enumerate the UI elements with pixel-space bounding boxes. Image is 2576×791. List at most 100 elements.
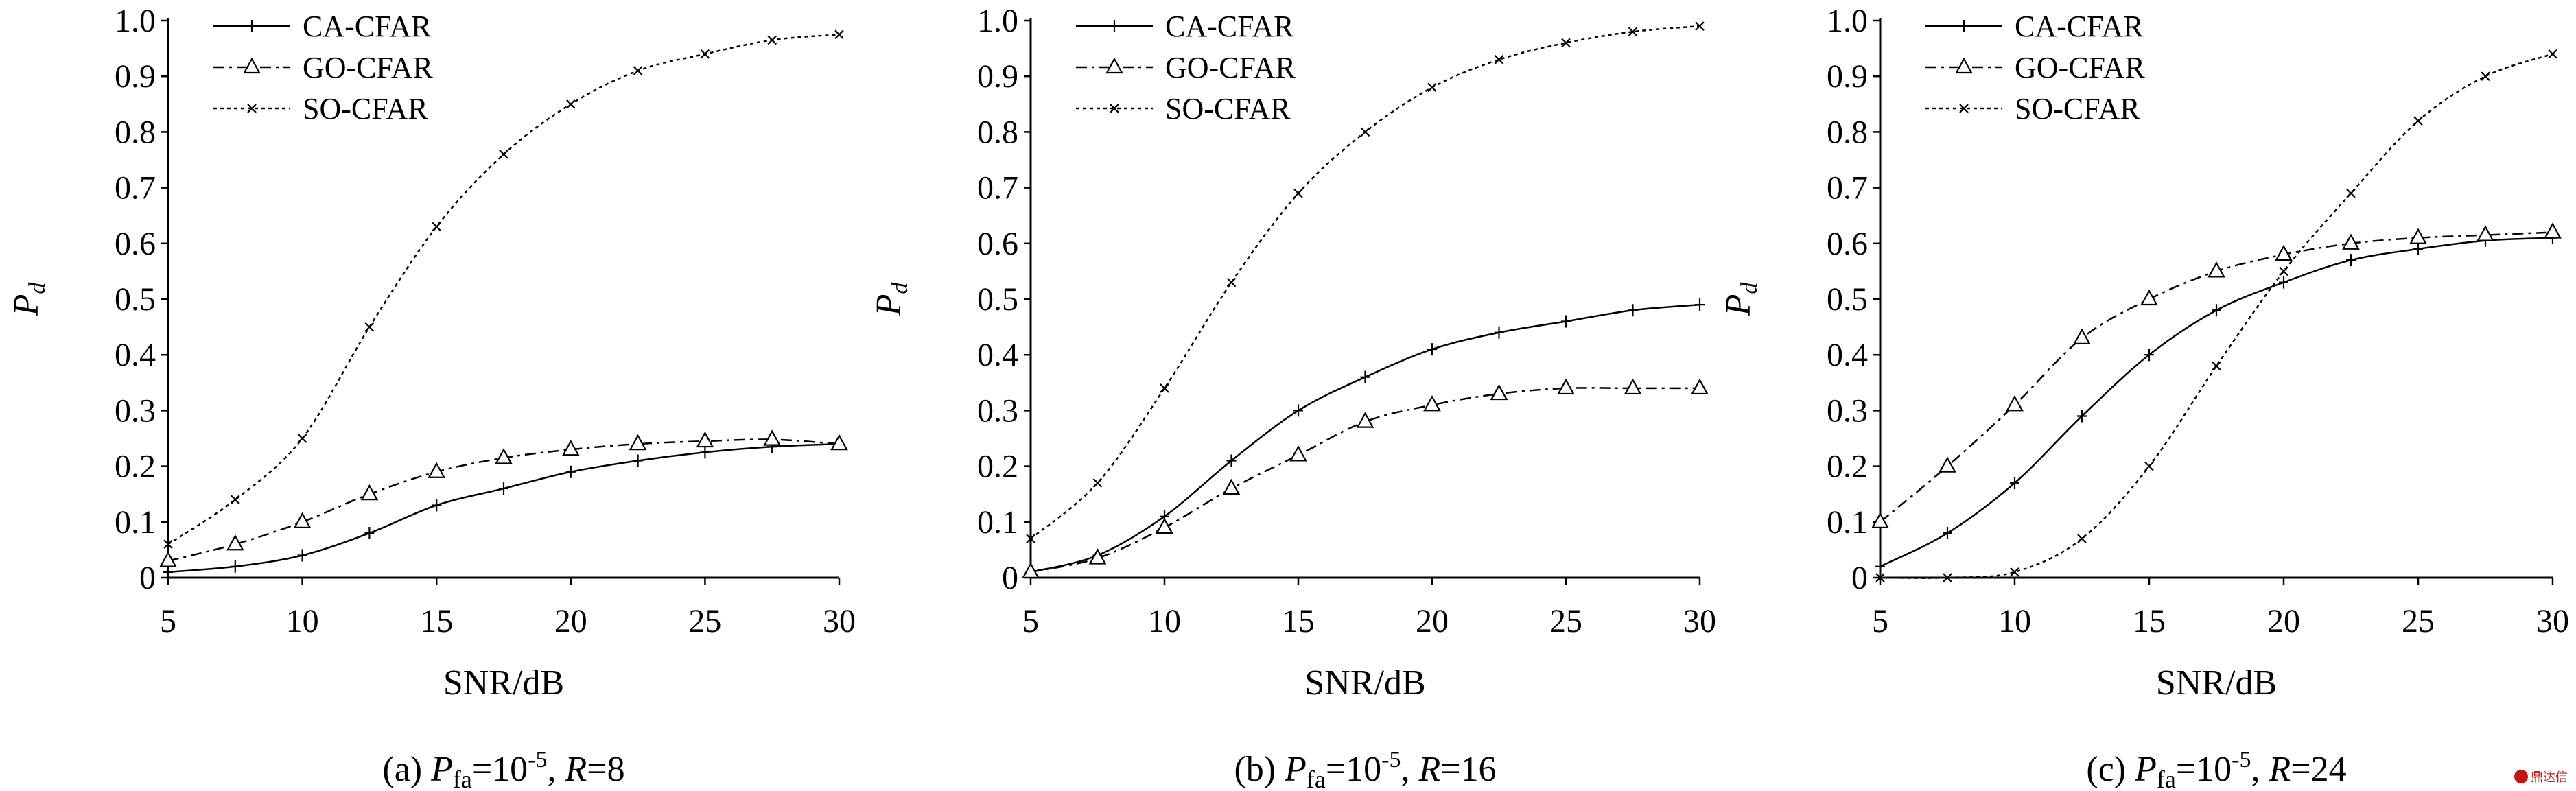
caption-eq: =10	[2176, 750, 2232, 789]
data-point	[2144, 349, 2154, 362]
data-point	[230, 560, 240, 573]
y-tick-label: 0	[139, 560, 156, 596]
legend-label: CA-CFAR	[303, 10, 432, 43]
caption-r-value: =24	[2291, 750, 2346, 789]
x-tick-label: 5	[1022, 603, 1039, 639]
data-point	[2346, 254, 2356, 267]
data-point	[1360, 127, 1370, 137]
data-point	[1494, 326, 1504, 339]
y-tick-label: 0.4	[115, 337, 156, 373]
data-point	[696, 431, 714, 448]
series-go-cfar	[1871, 222, 2562, 528]
data-point	[1226, 277, 1237, 287]
data-point	[700, 49, 710, 59]
data-point	[2212, 304, 2221, 317]
series-line	[1880, 237, 2553, 567]
data-point	[565, 465, 576, 478]
data-point	[159, 551, 177, 567]
y-tick-label: 0.4	[977, 337, 1018, 373]
series-so-cfar	[1026, 21, 1705, 543]
x-tick-label: 25	[688, 603, 721, 639]
legend-label: SO-CFAR	[2015, 92, 2140, 126]
data-point	[1561, 38, 1571, 48]
panel-caption: (c) Pfa=10-5, R=24	[2086, 747, 2346, 791]
legend-label: CA-CFAR	[1165, 10, 1294, 43]
caption-r-value: =16	[1440, 750, 1496, 789]
y-tick-label: 1.0	[977, 3, 1018, 39]
caption-prefix: (c)	[2086, 750, 2135, 789]
y-tick-label: 0.8	[115, 114, 156, 150]
data-point	[1875, 573, 1885, 582]
series-ca-cfar	[1875, 231, 2557, 573]
caption-p: P	[1284, 750, 1307, 789]
series-so-cfar	[163, 29, 844, 550]
x-tick-label: 30	[823, 603, 856, 639]
y-tick-label: 1.0	[115, 3, 156, 39]
data-point	[1427, 82, 1437, 93]
y-tick-label: 0.5	[977, 281, 1018, 318]
watermark-text: 鼎达信	[2531, 770, 2568, 785]
data-point	[2477, 225, 2494, 241]
caption-eq: =10	[472, 750, 528, 789]
data-point	[1628, 27, 1638, 37]
series-go-cfar	[159, 429, 848, 567]
x-axis-label: SNR/dB	[2156, 663, 2277, 703]
y-tick-label: 0.6	[115, 226, 156, 262]
data-point	[633, 454, 643, 467]
y-tick-label: 0.7	[115, 170, 156, 206]
data-point	[1360, 370, 1370, 383]
data-point	[566, 99, 576, 109]
y-tick-label: 0.1	[115, 504, 156, 541]
data-point	[432, 499, 442, 512]
legend-marker	[1955, 57, 1973, 74]
data-point	[2140, 289, 2158, 306]
data-point	[1160, 383, 1169, 393]
data-point	[1226, 454, 1237, 467]
data-point	[1557, 378, 1575, 395]
data-point	[1092, 478, 1103, 488]
data-point	[1939, 456, 1956, 473]
x-tick-label: 5	[1872, 603, 1888, 639]
data-point	[2010, 567, 2019, 577]
legend-marker	[1105, 57, 1123, 74]
x-tick-label: 15	[420, 603, 453, 639]
legend-label: CA-CFAR	[2015, 10, 2144, 43]
chart-panel-1: 0 0.1 0.2 0.3 0.4 0.5 0.6 0.7 0.8 0.9 1.0 5 10 15 20 25…	[7, 3, 856, 791]
data-point	[1561, 315, 1571, 328]
x-tick-label: 25	[1549, 603, 1582, 639]
caption-r: R	[565, 750, 587, 789]
data-point	[432, 222, 441, 232]
y-tick-label: 0.9	[1827, 58, 1868, 95]
data-point	[2212, 361, 2221, 371]
x-tick-label: 10	[1998, 603, 2031, 639]
series-line	[167, 438, 840, 562]
data-point	[360, 484, 379, 501]
data-point	[1490, 383, 1508, 401]
data-point	[293, 512, 312, 528]
y-tick-label: 0.7	[1827, 170, 1868, 206]
data-point	[700, 446, 710, 459]
data-point	[1624, 378, 1642, 395]
x-tick-label: 15	[1282, 603, 1315, 639]
y-axis-label-main: P	[7, 294, 46, 317]
x-axis-label: SNR/dB	[443, 663, 564, 703]
y-tick-label: 0.6	[977, 226, 1018, 262]
data-point	[163, 539, 173, 550]
legend-marker	[247, 20, 257, 32]
series-go-cfar	[1022, 378, 1709, 578]
x-tick-label: 10	[286, 603, 319, 639]
caption-p-sub: fa	[453, 766, 472, 791]
caption-p: P	[2134, 750, 2157, 789]
y-tick-label: 0.5	[1827, 281, 1868, 318]
legend-marker	[1110, 20, 1119, 32]
caption-p: P	[430, 750, 453, 789]
caption-comma: ,	[1401, 750, 1418, 789]
data-point	[2208, 261, 2225, 278]
legend-marker	[1959, 104, 1969, 113]
legend-marker	[243, 57, 261, 74]
caption-r: R	[1418, 750, 1440, 789]
y-tick-label: 0.5	[115, 281, 156, 318]
data-point	[2275, 244, 2293, 261]
series-so-cfar	[1875, 49, 2557, 582]
data-point	[1695, 298, 1705, 311]
